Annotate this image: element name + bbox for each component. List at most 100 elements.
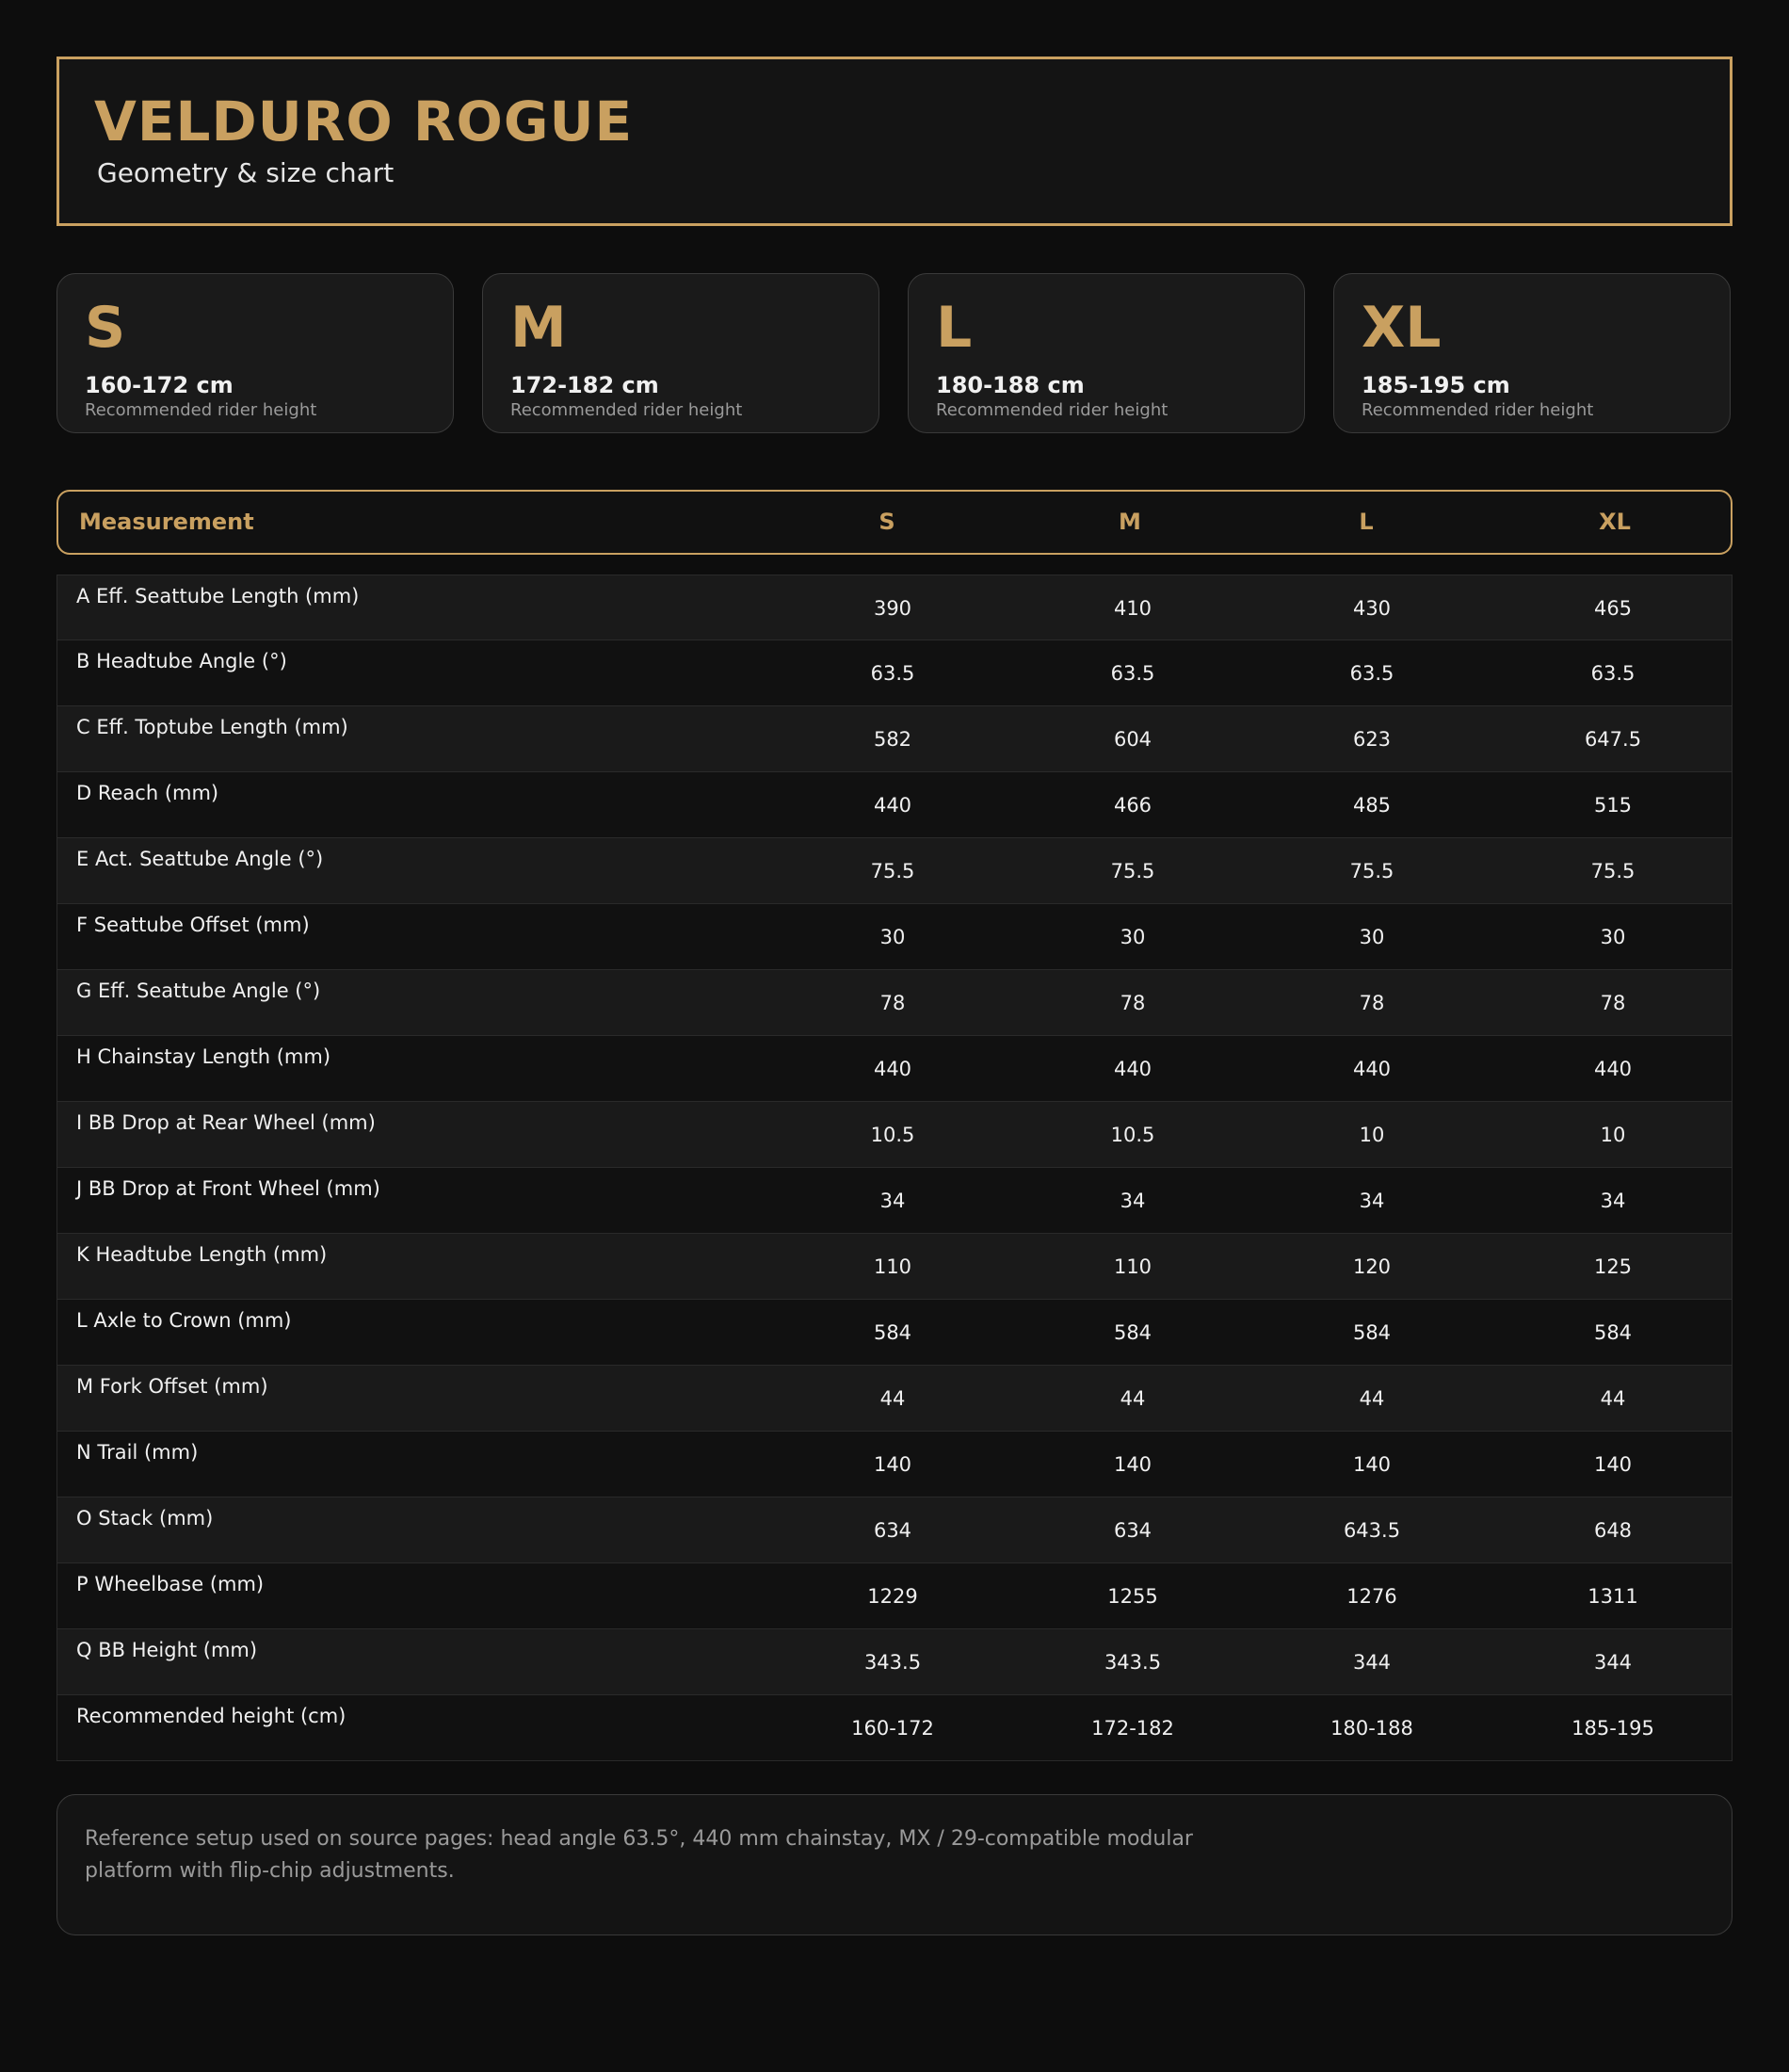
cell-value: 1311 bbox=[1588, 1585, 1638, 1608]
row-label: G Eff. Seattube Angle (°) bbox=[76, 979, 321, 1002]
cell-value: 634 bbox=[1113, 1519, 1152, 1542]
cell-value: 185-195 bbox=[1571, 1717, 1654, 1740]
size-letter: L bbox=[936, 295, 973, 361]
size-letter: M bbox=[510, 295, 567, 361]
column-header: S bbox=[878, 509, 895, 535]
cell-value: 140 bbox=[1593, 1453, 1633, 1476]
table-row: O Stack (mm) 634 634 643.5 648 bbox=[56, 1497, 1733, 1563]
column-header: XL bbox=[1599, 509, 1631, 535]
cell-value: 343.5 bbox=[863, 1651, 922, 1674]
note-box: Reference setup used on source pages: he… bbox=[56, 1794, 1733, 1935]
cell-value: 30 bbox=[1120, 926, 1146, 948]
table-header: Measurement S M L XL bbox=[56, 490, 1733, 555]
size-range: 185-195 cm bbox=[1362, 372, 1510, 398]
cell-value: 10.5 bbox=[870, 1124, 915, 1146]
table-row: P Wheelbase (mm) 1229 1255 1276 1311 bbox=[56, 1563, 1733, 1629]
row-label: H Chainstay Length (mm) bbox=[76, 1045, 331, 1068]
cell-value: 63.5 bbox=[1590, 662, 1636, 685]
cell-value: 465 bbox=[1593, 597, 1633, 620]
row-label: C Eff. Toptube Length (mm) bbox=[76, 716, 348, 738]
row-label: P Wheelbase (mm) bbox=[76, 1573, 265, 1595]
table-row: G Eff. Seattube Angle (°) 78 78 78 78 bbox=[56, 970, 1733, 1036]
table-row: K Headtube Length (mm) 110 110 120 125 bbox=[56, 1234, 1733, 1300]
cell-value: 623 bbox=[1352, 728, 1392, 751]
cell-value: 440 bbox=[1593, 1058, 1633, 1080]
table-row: N Trail (mm) 140 140 140 140 bbox=[56, 1432, 1733, 1497]
cell-value: 584 bbox=[1113, 1321, 1152, 1344]
cell-value: 10 bbox=[1359, 1124, 1385, 1146]
table-row: A Eff. Seattube Length (mm) 390 410 430 465 bbox=[56, 575, 1733, 640]
cell-value: 440 bbox=[1113, 1058, 1152, 1080]
cell-value: 75.5 bbox=[1349, 860, 1394, 882]
cell-value: 34 bbox=[1120, 1190, 1146, 1212]
subtitle: Geometry & size chart bbox=[97, 157, 395, 188]
cell-value: 30 bbox=[879, 926, 906, 948]
cell-value: 44 bbox=[1359, 1387, 1385, 1410]
cell-value: 63.5 bbox=[870, 662, 915, 685]
cell-value: 34 bbox=[879, 1190, 906, 1212]
cell-value: 78 bbox=[1600, 992, 1626, 1014]
cell-value: 410 bbox=[1113, 597, 1152, 620]
cell-value: 78 bbox=[879, 992, 906, 1014]
cell-value: 582 bbox=[873, 728, 912, 751]
cell-value: 30 bbox=[1359, 926, 1385, 948]
row-label: L Axle to Crown (mm) bbox=[76, 1309, 292, 1332]
cell-value: 466 bbox=[1113, 794, 1152, 817]
table-row: Recommended height (cm) 160-172 172-182 180… bbox=[56, 1695, 1733, 1761]
table-row: L Axle to Crown (mm) 584 584 584 584 bbox=[56, 1300, 1733, 1366]
cell-value: 1255 bbox=[1107, 1585, 1158, 1608]
cell-value: 44 bbox=[879, 1387, 906, 1410]
header: VELDURO ROGUE Geometry & size chart bbox=[56, 57, 1733, 226]
cell-value: 1276 bbox=[1346, 1585, 1397, 1608]
cell-value: 430 bbox=[1352, 597, 1392, 620]
table-row: M Fork Offset (mm) 44 44 44 44 bbox=[56, 1366, 1733, 1432]
cell-value: 75.5 bbox=[870, 860, 915, 882]
cell-value: 343.5 bbox=[1104, 1651, 1162, 1674]
cell-value: 180-188 bbox=[1330, 1717, 1413, 1740]
row-label: E Act. Seattube Angle (°) bbox=[76, 848, 324, 870]
table-row: H Chainstay Length (mm) 440 440 440 440 bbox=[56, 1036, 1733, 1102]
cell-value: 110 bbox=[1113, 1255, 1152, 1278]
size-card: S 160-172 cm Recommended rider height bbox=[56, 273, 454, 433]
cell-value: 648 bbox=[1593, 1519, 1633, 1542]
cell-value: 78 bbox=[1120, 992, 1146, 1014]
size-caption: Recommended rider height bbox=[1362, 400, 1594, 420]
row-label: J BB Drop at Front Wheel (mm) bbox=[76, 1177, 380, 1200]
cell-value: 75.5 bbox=[1590, 860, 1636, 882]
row-label: D Reach (mm) bbox=[76, 782, 219, 804]
title: VELDURO ROGUE bbox=[94, 89, 634, 154]
cell-value: 78 bbox=[1359, 992, 1385, 1014]
cell-value: 30 bbox=[1600, 926, 1626, 948]
row-label: A Eff. Seattube Length (mm) bbox=[76, 585, 360, 607]
row-label: K Headtube Length (mm) bbox=[76, 1243, 328, 1266]
cell-value: 125 bbox=[1593, 1255, 1633, 1278]
size-range: 160-172 cm bbox=[85, 372, 234, 398]
row-label: Q BB Height (mm) bbox=[76, 1639, 258, 1661]
row-label: Recommended height (cm) bbox=[76, 1705, 347, 1727]
cell-value: 120 bbox=[1352, 1255, 1392, 1278]
cell-value: 440 bbox=[1352, 1058, 1392, 1080]
row-label: O Stack (mm) bbox=[76, 1507, 214, 1530]
cell-value: 34 bbox=[1359, 1190, 1385, 1212]
cell-value: 390 bbox=[873, 597, 912, 620]
cell-value: 140 bbox=[1113, 1453, 1152, 1476]
cell-value: 63.5 bbox=[1349, 662, 1394, 685]
size-letter: XL bbox=[1362, 295, 1442, 361]
size-range: 172-182 cm bbox=[510, 372, 659, 398]
cell-value: 604 bbox=[1113, 728, 1152, 751]
table-row: C Eff. Toptube Length (mm) 582 604 623 647.5 bbox=[56, 706, 1733, 772]
table-row: E Act. Seattube Angle (°) 75.5 75.5 75.5 75.… bbox=[56, 838, 1733, 904]
cell-value: 10 bbox=[1600, 1124, 1626, 1146]
cell-value: 10.5 bbox=[1110, 1124, 1155, 1146]
cell-value: 647.5 bbox=[1584, 728, 1642, 751]
size-caption: Recommended rider height bbox=[510, 400, 743, 420]
row-label: I BB Drop at Rear Wheel (mm) bbox=[76, 1111, 376, 1134]
table-row: I BB Drop at Rear Wheel (mm) 10.5 10.5 10 10 bbox=[56, 1102, 1733, 1168]
table-row: F Seattube Offset (mm) 30 30 30 30 bbox=[56, 904, 1733, 970]
cell-value: 44 bbox=[1600, 1387, 1626, 1410]
size-card: XL 185-195 cm Recommended rider height bbox=[1333, 273, 1731, 433]
cell-value: 515 bbox=[1593, 794, 1633, 817]
cell-value: 485 bbox=[1352, 794, 1392, 817]
column-header: L bbox=[1359, 509, 1374, 535]
table-row: Q BB Height (mm) 343.5 343.5 344 344 bbox=[56, 1629, 1733, 1695]
